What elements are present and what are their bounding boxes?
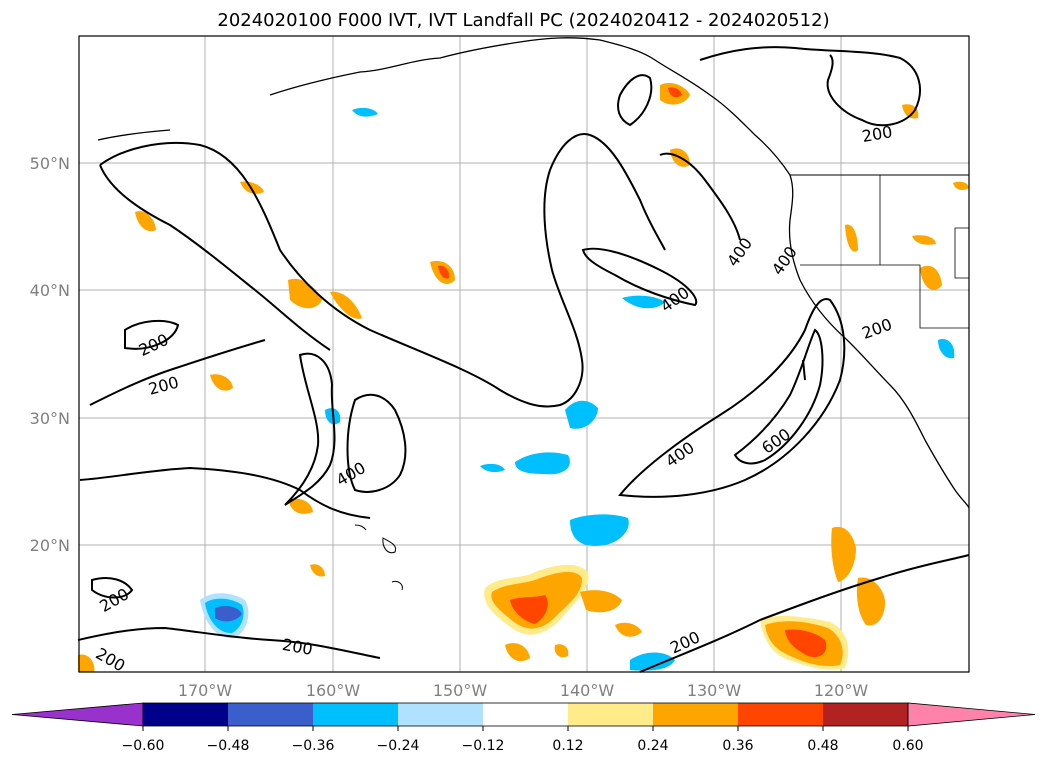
contour-600-main (733, 328, 824, 465)
positive-patch-ne-edge (953, 181, 969, 191)
positive-patch-sw-corner (78, 654, 95, 672)
colorbar-tick-label: 0.24 (637, 738, 668, 754)
contour-200-north (699, 46, 921, 127)
negative-patch-subtropic (570, 514, 629, 546)
lat-label-50: 50°N (30, 154, 70, 173)
positive-patch-midlat-3-core (438, 265, 450, 279)
contour-400-gulf (659, 152, 741, 241)
colorbar-tick-label: −0.60 (122, 738, 165, 754)
colorbar-tick-label: 0.36 (722, 738, 753, 754)
aleutian-chain (97, 129, 171, 141)
colorbar-segment (568, 703, 653, 726)
contour-200-alaska-loop (617, 74, 653, 127)
negative-patch-mid-2 (565, 400, 598, 429)
contour-200-south (79, 466, 371, 519)
colorbar-segment (143, 703, 228, 726)
gridlines (79, 36, 969, 672)
ivt-contours-400 (346, 152, 846, 498)
negative-patch-south-core (215, 606, 242, 622)
positive-patch-small-3 (554, 644, 569, 658)
positive-patch-midlat-2 (330, 291, 362, 319)
positive-patch-west-4 (288, 498, 313, 514)
positive-patch-tropical-east (580, 590, 622, 613)
colorbar-segment (398, 703, 483, 726)
negative-patch-north (622, 295, 665, 309)
colorbar-segment (483, 703, 568, 726)
positive-patch-west-5 (310, 564, 325, 577)
state-borders (800, 264, 969, 329)
positive-patch-small-1 (615, 622, 642, 637)
colorbar-border (142, 702, 909, 727)
colorbar-segment (653, 703, 738, 726)
positive-patch-small-2 (505, 643, 530, 662)
ivt-contours (77, 46, 970, 673)
filled-patches (78, 83, 969, 672)
contour-200-west (99, 164, 331, 351)
colorbar-segment (738, 703, 823, 726)
ivt-contours-600 (733, 328, 824, 465)
positive-patch-coastal-mex (831, 526, 856, 582)
positive-patch-idaho (845, 224, 858, 252)
contour-200-loop-3 (284, 352, 336, 506)
positive-patch-west (135, 211, 156, 232)
colorbar-segment (823, 703, 908, 726)
negative-patch-mid (515, 452, 570, 475)
colorbar-tick-label: −0.12 (462, 738, 505, 754)
colorbar-segment (313, 703, 398, 726)
positive-patch-west-3 (210, 374, 233, 391)
contour-400-main (618, 298, 846, 498)
negative-patch-small-2 (480, 463, 505, 473)
lat-label-40: 40°N (30, 281, 70, 300)
map-title: 2024020100 F000 IVT, IVT Landfall PC (20… (217, 10, 830, 31)
positive-patch-se-core (785, 629, 827, 658)
contour-200-loop-2 (124, 319, 180, 350)
contour-200-bottom (77, 626, 381, 659)
colorbar-tick-label: −0.48 (207, 738, 250, 754)
map-frame (78, 35, 970, 673)
lon-label-170w: 170°W (178, 681, 233, 700)
lon-label-150w: 150°W (433, 681, 488, 700)
lon-label-120w: 120°W (814, 681, 869, 700)
colorbar-tick-label: 0.48 (807, 738, 838, 754)
contour-400-loop (346, 393, 407, 493)
lon-label-160w: 160°W (306, 681, 361, 700)
positive-patch-midlat-1 (288, 278, 322, 309)
contour-600-tick (802, 359, 806, 381)
positive-patch-nevada (920, 265, 942, 290)
contour-200-loop-1 (91, 577, 134, 599)
negative-patch-bottom (630, 652, 675, 671)
positive-patch-se-north (856, 577, 886, 626)
colorbar-extend-min (11, 702, 144, 727)
islet-1 (391, 581, 403, 591)
lat-label-20: 20°N (30, 536, 70, 555)
colorbar-tick-label: 0.60 (892, 738, 923, 754)
positive-patch-west-2 (240, 181, 264, 194)
contour-200-se (639, 554, 970, 673)
contour-200-west-2 (89, 339, 266, 406)
lon-label-130w: 130°W (687, 681, 742, 700)
north-america-coast (269, 37, 970, 509)
positive-patch-montana (912, 235, 936, 245)
colorbar-tick-label: −0.36 (292, 738, 335, 754)
negative-patch-ca (938, 339, 955, 359)
positive-patch-tropical-core (510, 595, 548, 624)
latitude-labels: 50°N 40°N 30°N 20°N (30, 154, 70, 555)
colorbar: −0.60 −0.48 −0.36 −0.24 −0.12 0.12 0.24 0.36 0.4… (11, 702, 1036, 754)
contour-400-north (581, 247, 698, 307)
lon-label-140w: 140°W (560, 681, 615, 700)
colorbar-tick-label: −0.24 (377, 738, 420, 754)
colorbar-tick-label: 0.12 (552, 738, 583, 754)
lat-label-30: 30°N (30, 409, 70, 428)
map-background (79, 36, 969, 672)
longitude-labels: 170°W 160°W 150°W 140°W 130°W 120°W (178, 681, 869, 700)
hawaii-islands (354, 524, 367, 531)
negative-patch-aleutian (352, 107, 378, 117)
contour-200-main (99, 133, 666, 408)
colorbar-segment (228, 703, 313, 726)
positive-patch-canada (902, 104, 919, 119)
positive-patch-alaska-core (668, 87, 682, 98)
hawaii-big-island (382, 537, 397, 554)
colorbar-extend-max (907, 702, 1036, 727)
